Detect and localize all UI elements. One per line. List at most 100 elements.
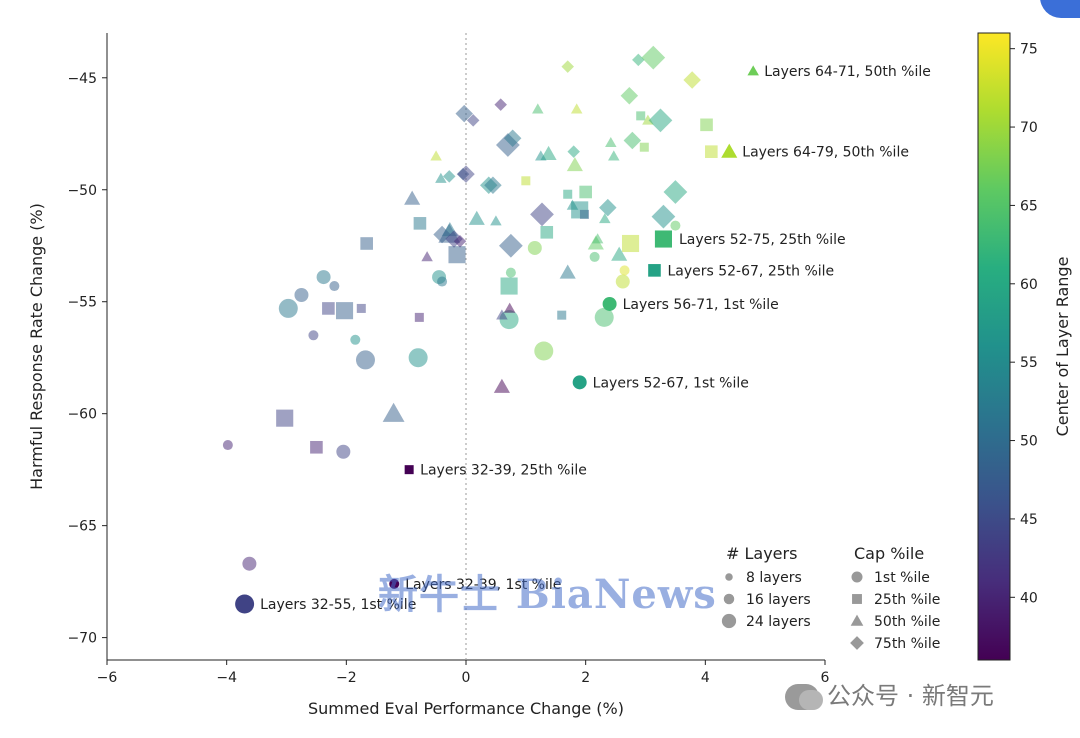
data-point: [599, 213, 611, 224]
colorbar-tick-label: 50: [1020, 434, 1038, 450]
data-point: [611, 246, 628, 261]
data-point: [651, 204, 676, 229]
data-point: [561, 60, 574, 73]
wechat-icon: [785, 684, 823, 710]
data-point: [503, 302, 516, 313]
data-point: [670, 220, 681, 231]
y-tick-label: −60: [67, 407, 97, 423]
point-annotation-label: Layers 56-71, 1st %ile: [623, 297, 779, 313]
data-point: [641, 45, 666, 70]
x-tick-label: −2: [336, 670, 357, 686]
data-point: [621, 234, 640, 253]
data-point: [276, 409, 294, 427]
legend-layers-title: # Layers: [726, 544, 797, 563]
data-point: [493, 378, 510, 393]
data-point: [356, 303, 366, 313]
data-point: [619, 265, 630, 276]
data-point: [413, 217, 427, 230]
y-tick-label: −45: [67, 71, 97, 87]
legend-cap-marker: [851, 571, 863, 583]
colorbar-tick-label: 75: [1020, 42, 1038, 58]
data-point: [329, 281, 340, 292]
legend-cap-marker: [852, 594, 862, 604]
highlighted-point: [389, 578, 400, 589]
x-tick-label: 4: [701, 670, 710, 686]
data-point: [579, 185, 592, 199]
data-point: [563, 189, 573, 199]
data-point: [589, 251, 600, 262]
highlighted-point: [648, 264, 661, 277]
legend-layers-marker: [723, 593, 735, 605]
y-axis-label: Harmful Response Rate Change (%): [27, 203, 46, 490]
y-tick-label: −50: [67, 183, 97, 199]
legend-cap-label: 50th %ile: [874, 614, 940, 630]
x-tick-label: 2: [581, 670, 590, 686]
y-tick-label: −55: [67, 295, 97, 311]
data-point: [455, 104, 473, 123]
x-tick-label: 0: [462, 670, 471, 686]
legend-cap-label: 25th %ile: [874, 592, 940, 608]
data-point: [591, 233, 604, 244]
data-point: [382, 402, 405, 422]
data-point: [608, 150, 620, 161]
data-points: [222, 45, 759, 614]
data-point: [316, 270, 331, 285]
data-point: [442, 170, 456, 183]
data-point: [557, 310, 567, 320]
data-point: [579, 209, 589, 219]
highlighted-point: [654, 230, 672, 248]
legend-cap-marker: [850, 614, 864, 626]
data-point: [532, 103, 544, 114]
corner-watermark-text: 公众号 · 新智元: [827, 682, 994, 710]
point-annotation-label: Layers 52-67, 25th %ile: [667, 263, 834, 279]
point-annotation-label: Layers 32-55, 1st %ile: [260, 597, 416, 613]
data-point: [636, 111, 646, 121]
data-point: [496, 309, 508, 320]
data-point: [594, 307, 614, 327]
data-point: [615, 274, 630, 289]
highlighted-point: [747, 65, 759, 76]
data-point: [294, 287, 309, 302]
colorbar: 40 45 50 55 60 65 70 75 Center of Layer Range: [977, 32, 1072, 661]
data-point: [499, 233, 523, 258]
data-point: [355, 350, 375, 370]
data-point: [505, 267, 516, 278]
legend: # Layers 8 layers 16 layers 24 layers Cap %i…: [721, 544, 940, 652]
x-tick-label: −4: [216, 670, 237, 686]
point-annotation-label: Layers 52-75, 25th %ile: [679, 232, 846, 248]
data-point: [567, 145, 580, 158]
data-point: [639, 142, 649, 152]
data-point: [620, 86, 639, 105]
point-annotations: Layers 64-71, 50th %ile Layers 64-79, 50t…: [260, 64, 931, 613]
center-watermark: 新牛士 BiaNews: [378, 571, 717, 618]
data-point: [527, 240, 542, 255]
point-annotation-label: Layers 32-39, 1st %ile: [405, 577, 561, 593]
data-point: [278, 298, 298, 318]
highlighted-point: [602, 296, 617, 311]
data-point: [535, 150, 547, 161]
data-point: [540, 145, 557, 160]
highlighted-point: [404, 465, 414, 475]
data-point: [566, 157, 583, 172]
data-point: [336, 444, 351, 459]
colorbar-tick-label: 55: [1020, 355, 1038, 371]
data-point: [350, 334, 361, 345]
corner-badge-icon: [1040, 0, 1080, 18]
data-point: [421, 251, 433, 262]
data-point: [566, 199, 579, 210]
point-annotation-label: Layers 32-39, 25th %ile: [420, 463, 587, 479]
data-point: [648, 108, 673, 133]
colorbar-tick-label: 40: [1020, 590, 1038, 606]
data-point: [490, 215, 502, 226]
legend-layers-label: 24 layers: [746, 614, 811, 630]
legend-cap-label: 75th %ile: [874, 636, 940, 652]
data-point: [570, 103, 583, 114]
data-point: [700, 118, 713, 132]
highlighted-point: [721, 143, 738, 158]
data-point: [437, 276, 448, 287]
data-point: [430, 150, 442, 161]
colorbar-tick-label: 70: [1020, 120, 1038, 136]
data-point: [623, 131, 642, 150]
data-point: [683, 71, 701, 89]
data-point: [605, 136, 617, 148]
